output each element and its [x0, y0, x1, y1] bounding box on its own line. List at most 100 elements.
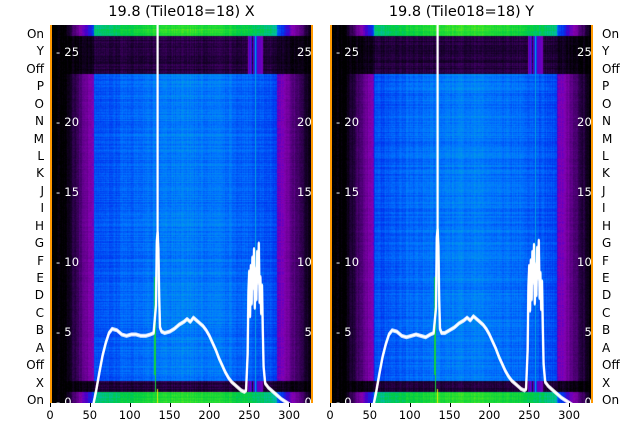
dipole-label-left-i: I: [40, 201, 44, 216]
dipole-label-right-off: Off: [602, 61, 620, 76]
edge-marker-left-y: [330, 25, 332, 403]
y-tick-label-20: - 20: [56, 115, 80, 129]
y-tick-label-5: - 5: [336, 325, 352, 339]
x-tick-mark-300: [289, 403, 291, 407]
y-tick-label-25: 25: [576, 45, 592, 59]
x-tick-mark-200: [489, 403, 491, 407]
y-tick-label-25: 25: [296, 45, 312, 59]
dipole-label-left-j: J: [40, 183, 44, 198]
x-tick-label-50: 50: [362, 408, 378, 422]
dipole-label-right-a: A: [602, 340, 611, 355]
dipole-label-left-off: Off: [26, 358, 44, 373]
dipole-label-left-n: N: [35, 114, 44, 129]
dipole-label-right-x: X: [602, 375, 611, 390]
dipole-label-left-f: F: [37, 253, 44, 268]
x-axis-y: 0 50 100 150 200 250 300: [326, 403, 593, 437]
edge-marker-right-x: [311, 25, 313, 403]
axes-frame-x: - 0 - 5 - 10 - 15 - 20 - 25 0 5 10 15 20 25: [50, 25, 313, 403]
dipole-label-right-e: E: [602, 271, 610, 285]
dipole-label-right-on: On: [602, 27, 620, 41]
heatmap-image-x: [50, 25, 313, 403]
panel-title-x: 19.8 (Tile018=18) X: [108, 4, 255, 20]
axes-frame-y: - 0 - 5 - 10 - 15 - 20 - 25 0 5 10 15 20 25: [330, 25, 593, 403]
heatmap-panel-x[interactable]: - 0 - 5 - 10 - 15 - 20 - 25 0 5 10 15 20 25: [50, 25, 313, 403]
x-tick-mark-0: [330, 403, 331, 407]
dipole-label-left-l: L: [37, 149, 44, 163]
x-tick-label-100: 100: [398, 408, 421, 422]
dipole-label-right-g: G: [602, 236, 612, 251]
y-tick-label-5: 5: [584, 325, 592, 339]
x-tick-label-100: 100: [118, 408, 141, 422]
x-tick-mark-50: [369, 403, 371, 407]
y-tick-label-25: - 25: [56, 45, 80, 59]
dipole-label-right-d: D: [602, 288, 612, 303]
dipole-label-right-h: H: [602, 218, 612, 233]
dipole-label-right-c: C: [602, 305, 611, 320]
x-tick-label-50: 50: [82, 408, 98, 422]
dipole-label-left-y: Y: [36, 44, 44, 59]
dipole-label-right-m: M: [602, 131, 613, 146]
y-tick-label-15: 15: [576, 185, 592, 199]
dipole-label-right-p: P: [602, 79, 610, 94]
y-tick-label-15: - 15: [336, 185, 360, 199]
dipole-label-right-n: N: [602, 114, 611, 129]
dipole-label-right-o: O: [602, 96, 612, 111]
y-tick-label-15: - 15: [56, 185, 80, 199]
y-tick-label-10: 10: [576, 255, 592, 269]
y-tick-label-20: 20: [296, 115, 312, 129]
x-tick-mark-150: [169, 403, 171, 407]
dipole-label-left-off: Off: [26, 61, 44, 76]
dipole-label-left-p: P: [36, 79, 44, 94]
x-tick-mark-0: [50, 403, 51, 407]
dipole-label-left-c: C: [35, 305, 44, 320]
x-tick-mark-200: [209, 403, 211, 407]
x-tick-mark-100: [129, 403, 131, 407]
dipole-label-left-k: K: [36, 166, 44, 181]
y-tick-label-5: 5: [304, 325, 312, 339]
x-tick-mark-150: [449, 403, 451, 407]
x-tick-label-150: 150: [438, 408, 461, 422]
x-tick-mark-300: [569, 403, 571, 407]
edge-marker-left-x: [50, 25, 52, 403]
x-tick-label-150: 150: [158, 408, 181, 422]
dipole-label-right-l: L: [602, 149, 609, 163]
x-tick-mark-250: [529, 403, 531, 407]
y-tick-label-5: - 5: [56, 325, 72, 339]
y-tick-label-10: - 10: [336, 255, 360, 269]
dipole-label-left-m: M: [33, 131, 44, 146]
dipole-label-right-y: Y: [602, 44, 610, 59]
dipole-label-right-i: I: [602, 201, 606, 216]
x-tick-label-200: 200: [198, 408, 221, 422]
dipole-label-right-on: On: [602, 393, 620, 407]
y-tick-label-25: - 25: [336, 45, 360, 59]
y-tick-label-20: 20: [576, 115, 592, 129]
dipole-label-right-off: Off: [602, 358, 620, 373]
dipole-label-left-d: D: [34, 288, 44, 303]
panel-title-y: 19.8 (Tile018=18) Y: [388, 4, 535, 20]
dipole-label-column-right: On Y Off P O N M L K J I H G F E D C B A Off X On: [598, 25, 632, 407]
y-tick-label-0: - 0: [336, 395, 352, 403]
dipole-label-left-a: A: [35, 340, 44, 355]
dipole-label-left-on: On: [26, 27, 44, 41]
heatmap-panel-y[interactable]: - 0 - 5 - 10 - 15 - 20 - 25 0 5 10 15 20 25: [330, 25, 593, 403]
y-tick-label-0: - 0: [56, 395, 72, 403]
x-tick-label-250: 250: [518, 408, 541, 422]
x-tick-label-300: 300: [558, 408, 581, 422]
dipole-label-column-left: On Y Off P O N M L K J I H G F E D C B A Off X On: [14, 25, 48, 407]
x-tick-mark-50: [89, 403, 91, 407]
dipole-label-right-b: B: [602, 323, 611, 338]
x-axis-x: 0 50 100 150 200 250 300: [46, 403, 313, 437]
heatmap-image-y: [330, 25, 593, 403]
y-tick-label-20: - 20: [336, 115, 360, 129]
x-tick-mark-250: [249, 403, 251, 407]
dipole-label-left-g: G: [34, 236, 44, 251]
dipole-label-left-b: B: [35, 323, 44, 338]
y-tick-label-10: - 10: [56, 255, 80, 269]
x-tick-label-200: 200: [478, 408, 501, 422]
y-tick-label-0: 0: [584, 395, 592, 403]
x-tick-label-250: 250: [238, 408, 261, 422]
dipole-label-left-on: On: [26, 393, 44, 407]
dipole-label-right-k: K: [602, 166, 610, 181]
y-tick-label-15: 15: [296, 185, 312, 199]
